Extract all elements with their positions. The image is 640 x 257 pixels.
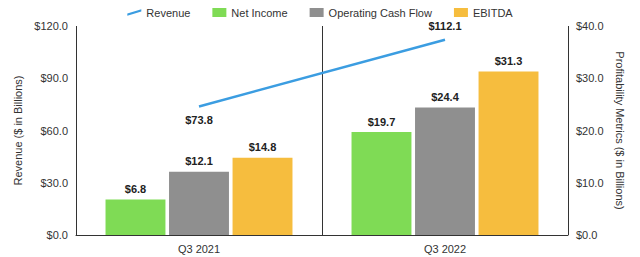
svg-text:$40.0: $40.0 bbox=[576, 20, 604, 32]
svg-text:$31.3: $31.3 bbox=[495, 55, 523, 67]
svg-text:$0.0: $0.0 bbox=[47, 229, 68, 241]
svg-text:$12.1: $12.1 bbox=[185, 155, 213, 167]
svg-text:$112.1: $112.1 bbox=[428, 20, 461, 32]
svg-text:$20.0: $20.0 bbox=[576, 125, 604, 137]
svg-text:$120.0: $120.0 bbox=[34, 20, 68, 32]
svg-text:Q3 2021: Q3 2021 bbox=[178, 243, 220, 255]
svg-text:$73.8: $73.8 bbox=[185, 114, 213, 126]
svg-text:$60.0: $60.0 bbox=[40, 125, 68, 137]
svg-text:$30.0: $30.0 bbox=[40, 177, 68, 189]
svg-text:$10.0: $10.0 bbox=[576, 177, 604, 189]
svg-text:Operating Cash Flow: Operating Cash Flow bbox=[329, 7, 432, 19]
svg-text:EBITDA: EBITDA bbox=[473, 7, 513, 19]
svg-text:$30.0: $30.0 bbox=[576, 72, 604, 84]
svg-text:Q3 2022: Q3 2022 bbox=[424, 243, 466, 255]
svg-text:$0.0: $0.0 bbox=[576, 229, 597, 241]
svg-text:Profitability Metrics ($ in Bi: Profitability Metrics ($ in Billions) bbox=[614, 51, 626, 209]
svg-text:$6.8: $6.8 bbox=[125, 183, 146, 195]
svg-text:$14.8: $14.8 bbox=[249, 141, 277, 153]
svg-text:$19.7: $19.7 bbox=[368, 116, 396, 128]
svg-text:$90.0: $90.0 bbox=[40, 72, 68, 84]
svg-text:Revenue: Revenue bbox=[146, 7, 190, 19]
svg-text:Revenue ($ in Billions): Revenue ($ in Billions) bbox=[12, 75, 24, 185]
svg-text:$24.4: $24.4 bbox=[431, 91, 459, 103]
svg-text:Net Income: Net Income bbox=[231, 7, 287, 19]
